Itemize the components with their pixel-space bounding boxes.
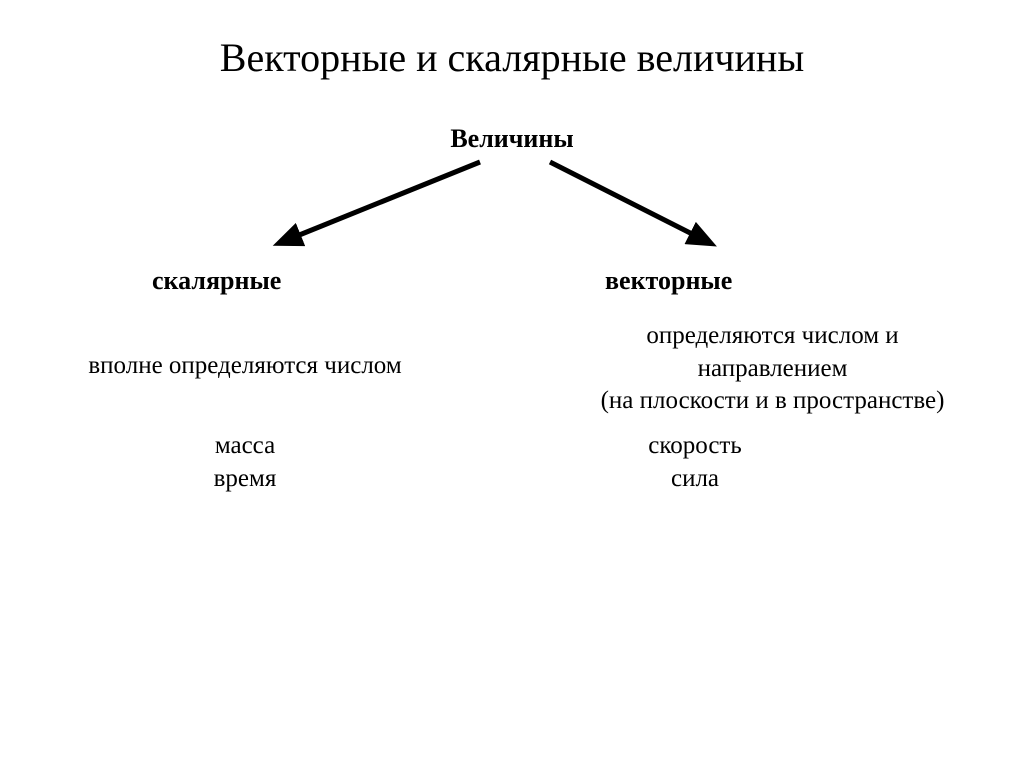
desc-right-line-0: определяются числом и	[530, 320, 1015, 353]
example-right-0: скорость	[530, 430, 860, 463]
desc-right: определяются числом и направлением (на п…	[530, 320, 1015, 418]
desc-left-line: вполне определяются числом	[60, 350, 430, 383]
examples-right: скорость сила	[530, 430, 860, 495]
example-left-0: масса	[60, 430, 430, 463]
examples-left: масса время	[60, 430, 430, 495]
page-title: Векторные и скалярные величины	[0, 34, 1024, 81]
branch-right-label: векторные	[605, 266, 732, 296]
root-node: Величины	[0, 124, 1024, 154]
arrow-right	[550, 162, 708, 242]
example-right-1: сила	[530, 463, 860, 496]
desc-right-line-1: направлением	[530, 353, 1015, 386]
desc-right-line-2: (на плоскости и в пространстве)	[530, 385, 1015, 418]
example-left-1: время	[60, 463, 430, 496]
desc-left: вполне определяются числом	[60, 350, 430, 383]
arrow-container	[0, 154, 1024, 254]
arrows-svg	[0, 154, 1024, 264]
branch-left-label: скалярные	[152, 266, 281, 296]
arrow-left	[282, 162, 480, 242]
